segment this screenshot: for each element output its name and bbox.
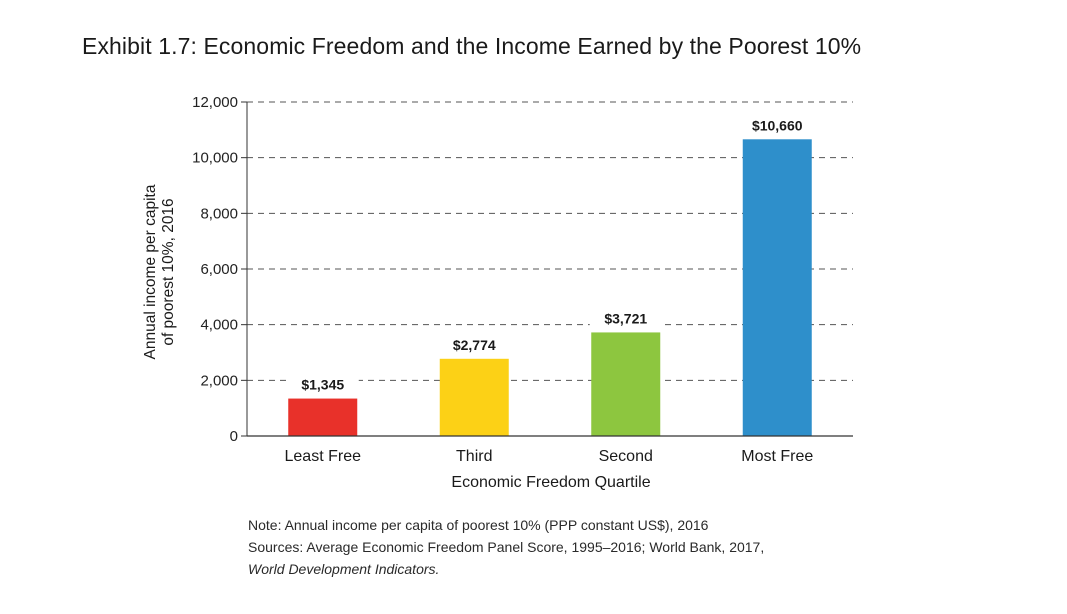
bar	[439, 358, 509, 436]
value-label: $2,774	[453, 337, 496, 353]
value-label: $10,660	[752, 117, 803, 133]
category-label: Least Free	[285, 448, 362, 465]
bar	[742, 139, 812, 436]
y-tick-label: 2,000	[200, 372, 238, 389]
y-tick-label: 8,000	[200, 205, 238, 222]
category-label: Third	[456, 448, 492, 465]
y-tick-label: 6,000	[200, 261, 238, 278]
x-axis-label: Economic Freedom Quartile	[451, 474, 651, 491]
note-line: Note: Annual income per capita of poores…	[248, 517, 709, 533]
bar	[591, 332, 661, 436]
y-tick-label: 10,000	[192, 150, 238, 167]
y-axis-label-line-2: of poorest 10%, 2016	[160, 198, 177, 346]
value-label-background	[589, 309, 662, 329]
value-label-background	[438, 335, 511, 355]
value-label: $3,721	[604, 310, 647, 326]
bars	[288, 139, 812, 436]
chart-title: Exhibit 1.7: Economic Freedom and the In…	[82, 33, 862, 59]
chart-notes: Note: Annual income per capita of poores…	[248, 514, 764, 580]
value-label: $1,345	[301, 377, 344, 393]
y-tick-label: 4,000	[200, 317, 238, 334]
category-label: Most Free	[741, 448, 813, 465]
sources-line-publication: World Development Indicators.	[248, 561, 440, 577]
y-tick-label: 0	[230, 428, 238, 445]
y-tick-label: 12,000	[192, 94, 238, 111]
y-axis-label: Annual income per capita of poorest 10%,…	[142, 185, 178, 360]
axes	[241, 101, 853, 437]
sources-line: Sources: Average Economic Freedom Panel …	[248, 539, 765, 555]
y-axis-label-line-1: Annual income per capita	[142, 184, 159, 360]
value-label-background	[741, 116, 814, 136]
bar	[288, 398, 358, 436]
value-label-background	[286, 375, 359, 395]
labels: 0 2,000 4,000 6,000 8,000 10,000 12,000 $1,345 L…	[192, 94, 813, 465]
category-label: Second	[599, 448, 653, 465]
